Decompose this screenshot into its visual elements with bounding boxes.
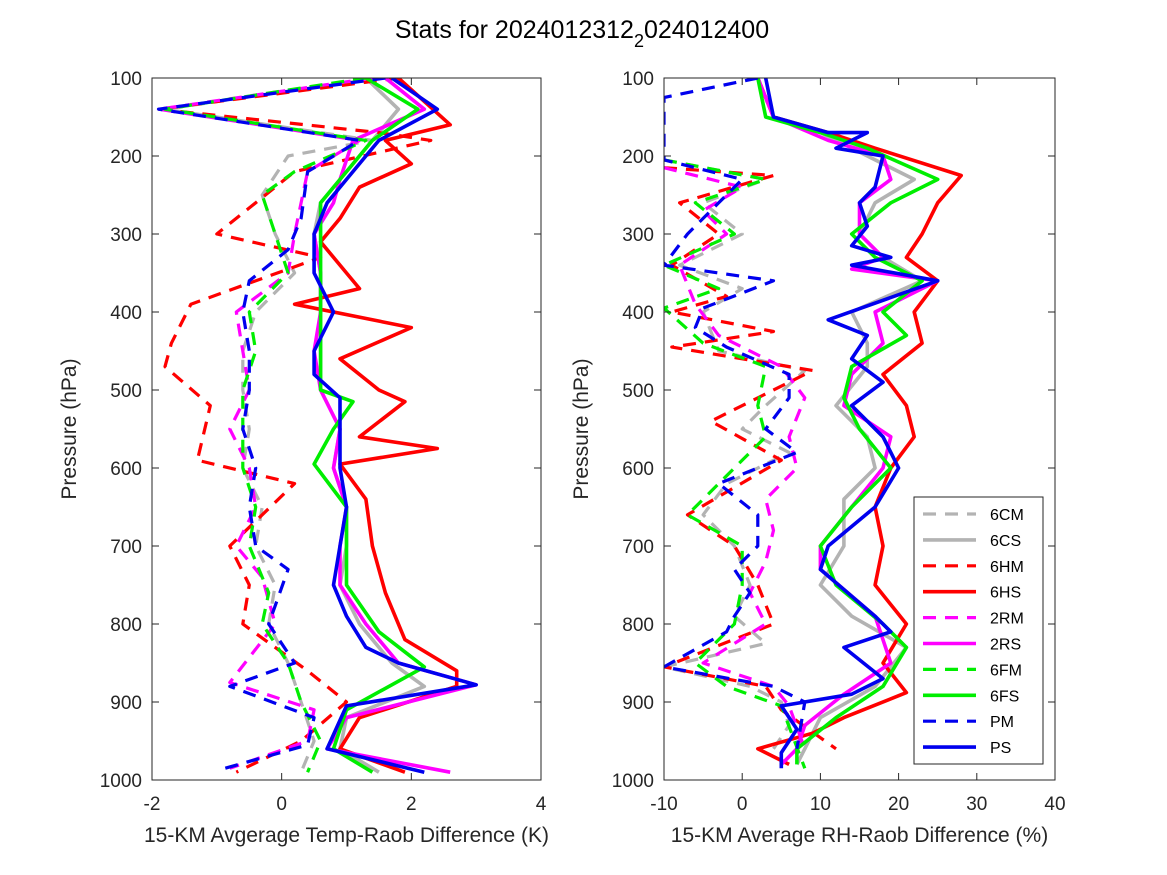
legend-item-6cm: 6CM [923, 507, 1024, 524]
series-line-6fs [756, 78, 940, 765]
series-line-6fs [312, 78, 427, 774]
legend-label: 6CS [990, 533, 1021, 550]
legend-item-2rs: 2RS [923, 637, 1021, 654]
legend-label: 6HS [990, 585, 1021, 602]
series-line-pm [664, 78, 807, 750]
legend-box [913, 496, 1044, 765]
legend-label: PS [990, 740, 1011, 757]
plot-area [152, 78, 541, 780]
series-line-2rm [156, 78, 373, 770]
y-tick-label: 200 [622, 147, 654, 168]
y-tick-label: 300 [622, 225, 654, 246]
x-axis-label: 15-KM Average RH-Raob Difference (%) [671, 824, 1048, 847]
series-line-ps [763, 78, 940, 769]
legend-label: 6FS [990, 688, 1019, 705]
y-tick-label: 700 [110, 537, 142, 558]
y-tick-label: 400 [622, 303, 654, 324]
legend-item-2rm: 2RM [923, 611, 1024, 628]
y-tick-label: 800 [110, 615, 142, 636]
y-axis-label: Pressure (hPa) [570, 358, 593, 499]
series-line-pm [156, 78, 386, 773]
y-tick-label: 800 [622, 615, 654, 636]
figure-title-part-b: 024012400 [644, 16, 769, 44]
y-tick-label: 600 [622, 459, 654, 480]
series-line-6hs [292, 78, 459, 774]
x-tick-label: 2 [406, 794, 417, 815]
y-tick-label: 400 [110, 303, 142, 324]
axes-box [151, 77, 542, 781]
series-line-6hs [755, 78, 964, 767]
y-tick-label: 900 [110, 693, 142, 714]
y-tick-label: 200 [110, 147, 142, 168]
series-line-6fm [664, 158, 807, 769]
x-tick-label: 0 [737, 794, 748, 815]
y-tick-label: 300 [110, 225, 142, 246]
axes-box [663, 77, 1056, 781]
legend-label: 6HM [990, 559, 1024, 576]
y-tick-label: 100 [622, 69, 654, 90]
y-tick-label: 1000 [100, 771, 142, 792]
legend-label: PM [990, 714, 1014, 731]
series-line-2rs [756, 78, 940, 766]
temp-difference-panel: -2 0 2 4 100 200 300 400 500 600 700 800 900 1000 15-K… [58, 69, 549, 847]
figure-title-part-a: Stats for 2024012312 [395, 16, 634, 44]
x-tick-label: -10 [650, 794, 677, 815]
legend-label: 6FM [990, 662, 1022, 679]
series-line-ps [312, 78, 479, 774]
x-axis-label: 15-KM Avgerage Temp-Raob Difference (K) [144, 824, 549, 847]
legend-label: 2RS [990, 637, 1021, 654]
x-tick-label: 0 [276, 794, 287, 815]
legend-item-6cs: 6CS [923, 533, 1021, 550]
x-tick-label: 40 [1044, 794, 1065, 815]
series-line-6cm [664, 158, 807, 750]
legend-item-pm: PM [923, 714, 1014, 731]
x-tick-label: -2 [144, 794, 161, 815]
series-line-6hm [156, 78, 433, 774]
x-tick-label: 30 [966, 794, 987, 815]
x-tick-label: 4 [536, 794, 547, 815]
y-tick-label: 900 [622, 693, 654, 714]
x-tick-label: 10 [810, 794, 831, 815]
series-line-6fm [163, 78, 368, 773]
series-group [156, 78, 479, 774]
legend: 6CM 6CS 6HM 6HS 2RM 2RS 6FM 6FS PM PS [913, 496, 1044, 765]
legend-label: 6CM [990, 507, 1024, 524]
series-line-6hm [664, 166, 837, 751]
legend-item-6hs: 6HS [923, 585, 1021, 602]
y-tick-label: 100 [110, 69, 142, 90]
rh-difference-panel: -10 0 10 20 30 40 100 200 300 400 500 600 700 800 900 1… [570, 69, 1066, 847]
y-tick-label: 500 [110, 381, 142, 402]
y-tick-label: 600 [110, 459, 142, 480]
legend-item-6fm: 6FM [923, 662, 1022, 679]
figure-title: Stats for 20240123122024012400 [395, 16, 769, 51]
x-tick-label: 20 [888, 794, 909, 815]
y-tick-label: 1000 [612, 771, 654, 792]
legend-item-6hm: 6HM [923, 559, 1024, 576]
y-axis-label: Pressure (hPa) [58, 358, 81, 499]
figure-title-subscript: 2 [634, 31, 644, 51]
series-group [664, 78, 964, 769]
y-tick-label: 500 [622, 381, 654, 402]
legend-item-ps: PS [923, 740, 1011, 757]
legend-item-6fs: 6FS [923, 688, 1019, 705]
y-tick-label: 700 [622, 537, 654, 558]
legend-label: 2RM [990, 611, 1024, 628]
